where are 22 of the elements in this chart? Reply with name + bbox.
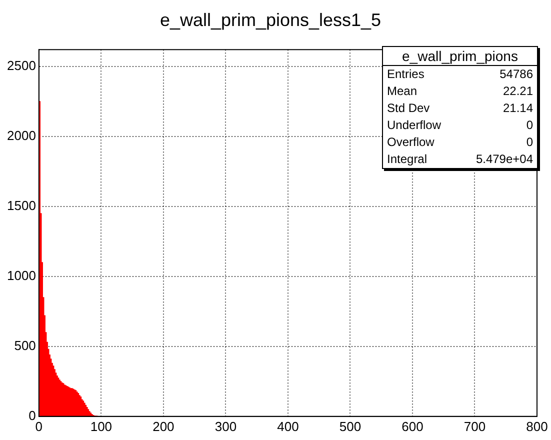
text: Integral 5.479e+04 xyxy=(387,152,533,166)
chart-title: e_wall_prim_pions_less1_5 xyxy=(160,10,382,30)
text: Mean 22.21 xyxy=(387,84,533,98)
y-tick-label: 1000 xyxy=(7,268,36,283)
text: Std Dev 21.14 xyxy=(387,101,533,115)
x-tick-label: 100 xyxy=(90,418,112,434)
x-tick-label: 200 xyxy=(152,418,174,434)
x-tick-label: 500 xyxy=(339,418,362,434)
y-tick-label: 500 xyxy=(14,338,36,353)
x-tick-label: 800 xyxy=(526,418,548,434)
x-tick-label: 700 xyxy=(464,418,486,434)
text: Entries 54786 xyxy=(387,67,533,81)
x-tick-label: 400 xyxy=(277,418,299,434)
annotation: e_wall_prim_pions xyxy=(383,47,537,66)
text: Underflow 0 xyxy=(387,118,533,132)
y-tick-label: 1500 xyxy=(7,198,36,213)
y-tick-label: 2000 xyxy=(7,128,36,143)
text: Overflow 0 xyxy=(387,135,533,149)
x-tick-label: 600 xyxy=(402,418,424,434)
x-tick-label: 300 xyxy=(214,418,237,434)
y-tick-label: 2500 xyxy=(7,58,36,73)
y-tick-label: 0 xyxy=(28,408,36,423)
